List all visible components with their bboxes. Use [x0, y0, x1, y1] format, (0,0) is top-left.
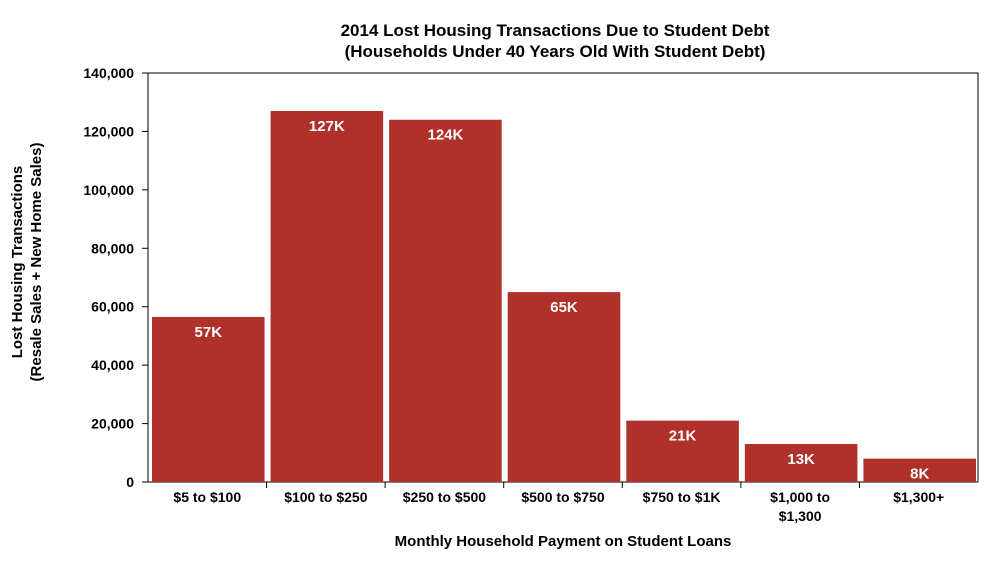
- bars: 57K 127K 124K 65K 21K 13K 8K: [152, 110, 976, 483]
- bar: [744, 444, 858, 482]
- y-tick-label: 120,000: [83, 123, 134, 139]
- x-tick-label: $1,300+: [893, 489, 944, 505]
- y-tick-label: 20,000: [91, 416, 134, 432]
- x-axis: $5 to $100 $100 to $250 $250 to $500 $500 t…: [173, 482, 944, 524]
- bar: [270, 110, 384, 482]
- chart-title: 2014 Lost Housing Transactions Due to St…: [341, 21, 770, 40]
- x-tick-label: $750 to $1K: [643, 489, 721, 505]
- y-tick-label: 140,000: [83, 65, 134, 81]
- y-tick-label: 60,000: [91, 299, 134, 315]
- y-tick-label: 0: [126, 474, 134, 490]
- data-label: 65K: [550, 299, 578, 316]
- y-tick-label: 80,000: [91, 240, 134, 256]
- y-axis-title-line1: Lost Housing Transactions: [9, 166, 26, 359]
- bar: [626, 420, 739, 482]
- x-axis-title: Monthly Household Payment on Student Loa…: [395, 533, 732, 550]
- data-label: 21K: [669, 428, 697, 445]
- x-tick-label: $5 to $100: [173, 489, 241, 505]
- y-axis-title-line2: (Resale Sales + New Home Sales): [28, 143, 45, 382]
- x-tick-label: $1,300: [779, 508, 822, 524]
- data-label: 57K: [195, 324, 223, 341]
- data-label: 124K: [427, 127, 463, 144]
- x-tick-label: $500 to $750: [521, 489, 604, 505]
- x-tick-label: $100 to $250: [284, 489, 367, 505]
- bar: [152, 316, 265, 482]
- chart-subtitle: (Households Under 40 Years Old With Stud…: [345, 42, 766, 61]
- bar: [507, 292, 621, 482]
- x-tick-label: $1,000 to: [770, 489, 830, 505]
- bar: [863, 458, 976, 482]
- y-tick-label: 100,000: [83, 182, 134, 198]
- y-tick-label: 40,000: [91, 357, 134, 373]
- data-label: 8K: [910, 466, 929, 483]
- x-tick-label: $250 to $500: [403, 489, 486, 505]
- data-label: 13K: [787, 451, 815, 468]
- data-label: 127K: [309, 118, 345, 135]
- y-axis: 0 20,000 40,000 60,000 80,000 100,000 120,000 1…: [83, 65, 148, 490]
- bar: [389, 119, 502, 482]
